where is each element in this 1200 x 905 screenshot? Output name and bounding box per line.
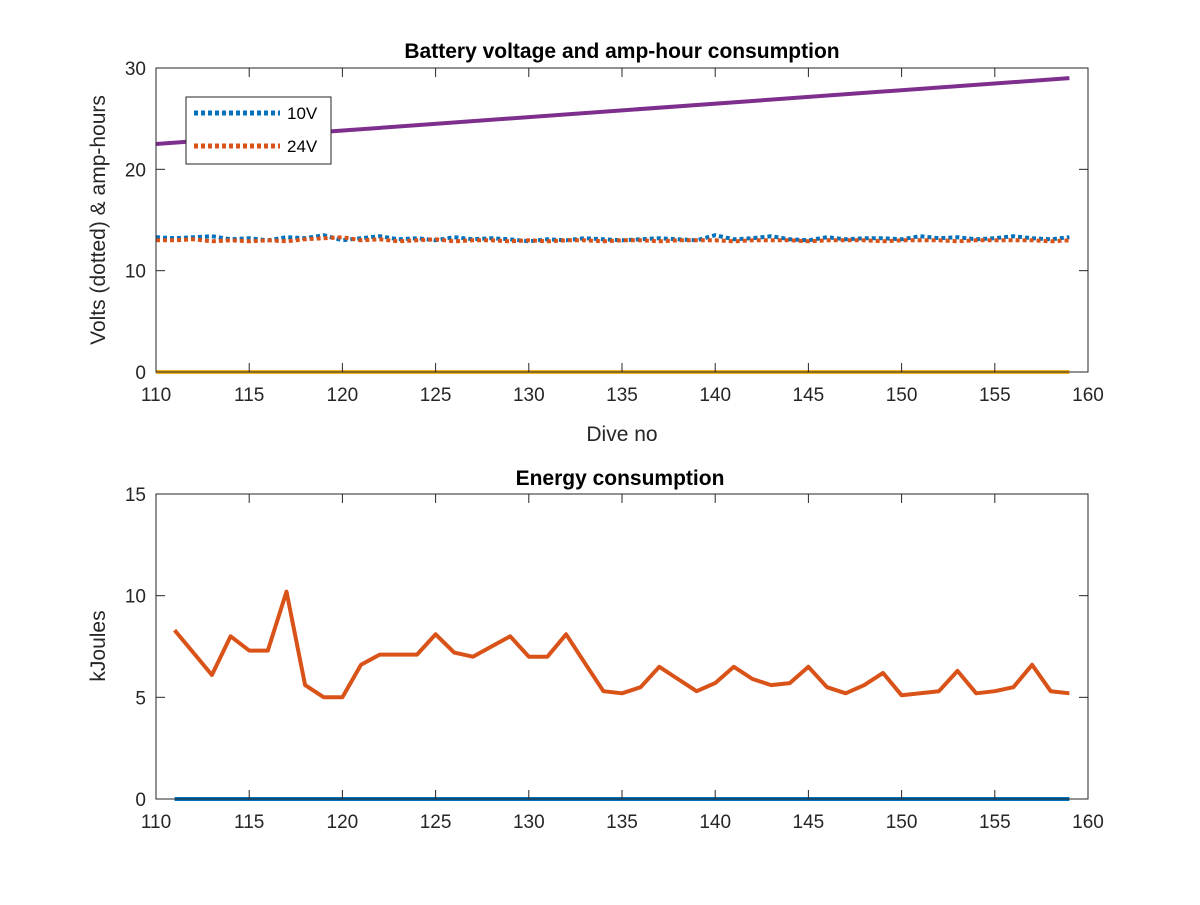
top-x-tick-label: 120 bbox=[327, 385, 359, 406]
top-x-tick-label: 125 bbox=[420, 385, 452, 406]
bottom-plot-area bbox=[156, 494, 1088, 799]
bottom-x-tick-label: 155 bbox=[979, 812, 1011, 833]
legend-box bbox=[185, 96, 332, 165]
bottom-x-tick-label: 140 bbox=[699, 812, 731, 833]
bottom-y-ticks: 0 5 10 15 bbox=[125, 485, 1088, 811]
top-plot-title: Battery voltage and amp-hour consumption bbox=[404, 40, 839, 63]
top-y-tick-label: 0 bbox=[135, 363, 146, 384]
top-x-tick-label: 140 bbox=[699, 385, 731, 406]
bottom-x-ticks: 110 115 120 125 130 135 140 145 150 155 160 bbox=[141, 494, 1104, 833]
bottom-y-tick-label: 5 bbox=[135, 688, 146, 709]
bottom-y-tick-label: 10 bbox=[125, 587, 146, 608]
bottom-x-tick-label: 150 bbox=[886, 812, 918, 833]
bottom-y-axis-label: kJoules bbox=[87, 610, 110, 681]
top-x-tick-label: 135 bbox=[606, 385, 638, 406]
bottom-x-tick-label: 125 bbox=[420, 812, 452, 833]
bottom-x-tick-label: 130 bbox=[513, 812, 545, 833]
top-x-axis-label: Dive no bbox=[586, 423, 657, 446]
top-y-axis-label: Volts (dotted) & amp-hours bbox=[87, 95, 110, 345]
top-y-tick-label: 20 bbox=[125, 160, 146, 181]
bottom-series-line-0 bbox=[173, 589, 1070, 700]
bottom-y-tick-label: 0 bbox=[135, 790, 146, 811]
bottom-x-tick-label: 145 bbox=[793, 812, 825, 833]
bottom-plot-title: Energy consumption bbox=[516, 467, 725, 490]
top-x-tick-label: 150 bbox=[886, 385, 918, 406]
top-x-tick-label: 160 bbox=[1072, 385, 1104, 406]
top-legend: 10V 24V bbox=[185, 96, 332, 165]
bottom-x-tick-label: 115 bbox=[234, 812, 264, 833]
bottom-y-tick-label: 15 bbox=[125, 485, 146, 506]
top-y-tick-label: 30 bbox=[125, 59, 146, 80]
bottom-plot: 110 115 120 125 130 135 140 145 150 155 160 0 5 10 15… bbox=[87, 467, 1104, 833]
top-series-line-10v bbox=[155, 233, 1070, 244]
bottom-x-tick-label: 135 bbox=[606, 812, 638, 833]
top-y-tick-label: 10 bbox=[125, 262, 146, 283]
top-x-tick-label: 110 bbox=[141, 385, 171, 406]
top-x-ticks: 110 115 120 125 130 135 140 145 150 155 160 bbox=[141, 68, 1104, 406]
top-y-ticks: 0 10 20 30 bbox=[125, 59, 1088, 384]
top-x-tick-label: 155 bbox=[979, 385, 1011, 406]
top-plot: 110 115 120 125 130 135 140 145 150 155 160 0 10 20 3… bbox=[87, 40, 1104, 446]
bottom-x-tick-label: 160 bbox=[1072, 812, 1104, 833]
bottom-x-tick-label: 110 bbox=[141, 812, 171, 833]
top-series-line-24v bbox=[156, 235, 1070, 244]
legend-label-10v: 10V bbox=[287, 104, 318, 123]
bottom-x-tick-label: 120 bbox=[327, 812, 359, 833]
legend-label-24v: 24V bbox=[287, 137, 318, 156]
top-x-tick-label: 145 bbox=[793, 385, 825, 406]
top-x-tick-label: 130 bbox=[513, 385, 545, 406]
top-x-tick-label: 115 bbox=[234, 385, 264, 406]
